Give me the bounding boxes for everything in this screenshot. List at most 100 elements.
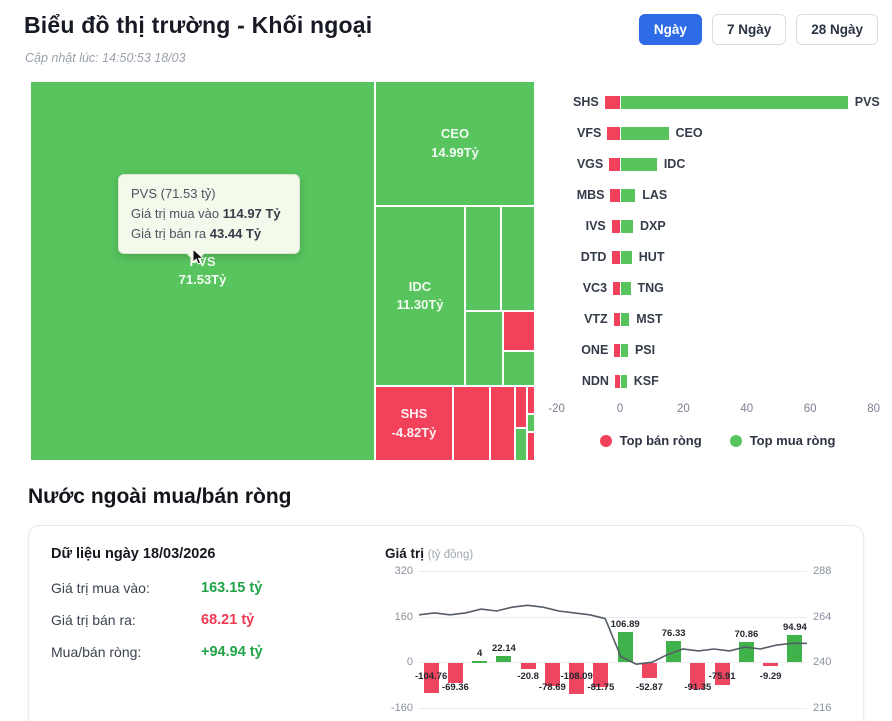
treemap-block-pvs[interactable]: PVS 71.53Tỷ bbox=[30, 81, 375, 461]
treemap-block[interactable] bbox=[527, 414, 535, 432]
value-bar-label: -91.35 bbox=[684, 682, 712, 694]
seller-ticker: VGS bbox=[576, 157, 604, 171]
treemap-block[interactable] bbox=[465, 206, 501, 311]
value-bar[interactable] bbox=[520, 663, 536, 670]
index-line bbox=[418, 604, 807, 666]
value-bar[interactable] bbox=[593, 663, 609, 687]
sell-bar[interactable] bbox=[612, 251, 620, 264]
daily-stats: Dữ liệu ngày 18/03/2026 Giá trị mua vào:… bbox=[51, 546, 351, 719]
legend-item[interactable]: Top bán ròng bbox=[599, 433, 702, 448]
value-bar-label: 4 bbox=[476, 648, 483, 660]
buy-bar[interactable] bbox=[621, 96, 848, 109]
value-bar-label: 70.86 bbox=[734, 629, 759, 641]
value-bar[interactable] bbox=[544, 663, 560, 686]
treemap-block[interactable] bbox=[515, 386, 527, 428]
sell-bar[interactable] bbox=[613, 282, 620, 295]
buyer-ticker: LAS bbox=[642, 188, 668, 202]
legend-dot-icon bbox=[599, 434, 612, 447]
stat-row: Giá trị bán ra: 68.21 tỷ bbox=[51, 612, 351, 628]
gridline bbox=[419, 708, 807, 709]
buy-bar[interactable] bbox=[621, 375, 627, 388]
mouse-cursor-icon bbox=[192, 249, 205, 265]
buyer-ticker: TNG bbox=[637, 281, 664, 295]
stat-value: +94.94 tỷ bbox=[201, 644, 263, 660]
ytick-left: 320 bbox=[394, 565, 413, 577]
value-bar[interactable] bbox=[641, 663, 657, 679]
treemap-block[interactable] bbox=[490, 386, 515, 461]
sell-bar[interactable] bbox=[610, 189, 620, 202]
sell-bar[interactable] bbox=[611, 220, 620, 233]
seller-ticker: IVS bbox=[585, 219, 606, 233]
buy-bar[interactable] bbox=[621, 127, 669, 140]
legend-item[interactable]: Top mua ròng bbox=[729, 433, 835, 448]
stat-label: Mua/bán ròng: bbox=[51, 644, 142, 660]
section-title-foreign-net: Nước ngoài mua/bán ròng bbox=[28, 485, 292, 508]
treemap-block[interactable] bbox=[453, 386, 490, 461]
buy-bar[interactable] bbox=[621, 282, 631, 295]
value-bar[interactable] bbox=[496, 656, 512, 663]
buy-bar[interactable] bbox=[621, 158, 657, 171]
treemap-block-label: PVS 71.53Tỷ bbox=[178, 253, 227, 287]
tooltip-buy-row: Giá trị mua vào 114.97 Tỷ bbox=[131, 206, 281, 222]
value-bar[interactable] bbox=[787, 635, 803, 663]
buyer-ticker: PVS bbox=[854, 95, 880, 109]
axis-tick: 20 bbox=[676, 403, 690, 415]
sell-bar[interactable] bbox=[604, 96, 620, 109]
seller-ticker: SHS bbox=[573, 95, 599, 109]
axis-tick: -20 bbox=[548, 403, 565, 415]
buy-bar[interactable] bbox=[621, 189, 636, 202]
value-bar[interactable] bbox=[714, 663, 730, 685]
daily-net-card: Dữ liệu ngày 18/03/2026 Giá trị mua vào:… bbox=[28, 525, 864, 721]
seller-ticker: VTZ bbox=[584, 312, 608, 326]
value-chart-unit: (tỷ đồng) bbox=[427, 549, 474, 561]
value-bar[interactable] bbox=[423, 663, 439, 694]
value-bar-label: -52.87 bbox=[635, 682, 663, 694]
value-plot: -104.76 -69.36 4 22.14 -20.8 -78.69 -108.09 -81… bbox=[415, 571, 807, 709]
sell-bar[interactable] bbox=[614, 375, 620, 388]
treemap-block[interactable] bbox=[527, 386, 535, 414]
range-button-7-days[interactable]: 7 Ngày bbox=[711, 14, 787, 45]
treemap-block-shs[interactable]: SHS -4.82Tỷ bbox=[375, 386, 453, 461]
tooltip-title: PVS (71.53 tỷ) bbox=[131, 186, 216, 201]
range-button-28-days[interactable]: 28 Ngày bbox=[796, 14, 878, 45]
value-bar-label: -78.69 bbox=[538, 682, 566, 694]
value-bar[interactable] bbox=[690, 663, 706, 690]
treemap-block-label: SHS -4.82Tỷ bbox=[391, 406, 437, 440]
ytick-left: 0 bbox=[406, 656, 413, 669]
value-bar[interactable] bbox=[763, 663, 779, 666]
value-bar[interactable] bbox=[569, 663, 585, 695]
treemap-block[interactable] bbox=[503, 351, 535, 386]
buyer-ticker: HUT bbox=[638, 250, 665, 264]
net-flow-row: VGS IDC bbox=[543, 149, 892, 180]
buy-bar[interactable] bbox=[621, 313, 630, 326]
value-bar-label: 22.14 bbox=[491, 643, 516, 654]
buy-bar[interactable] bbox=[621, 344, 628, 357]
value-bar-label: -108.09 bbox=[560, 671, 593, 683]
axis-tick: 60 bbox=[803, 403, 817, 415]
legend-dot-icon bbox=[729, 434, 742, 447]
sell-bar[interactable] bbox=[613, 313, 620, 326]
treemap-block[interactable] bbox=[501, 206, 535, 311]
net-flow-row: ONE PSI bbox=[543, 335, 892, 366]
sell-bar[interactable] bbox=[609, 158, 620, 171]
value-bar[interactable] bbox=[447, 663, 463, 684]
net-flow-row: VC3 TNG bbox=[543, 273, 892, 304]
value-bar[interactable] bbox=[472, 661, 488, 663]
top-charts-row: SHS -4.82Tỷ IDC 11.30Tỷ CEO 14.99Tỷ PVS 71.53Tỷ… bbox=[30, 81, 892, 461]
sell-bar[interactable] bbox=[614, 344, 620, 357]
treemap-block[interactable] bbox=[527, 432, 535, 461]
treemap-block[interactable] bbox=[503, 311, 535, 351]
value-bar[interactable] bbox=[666, 640, 682, 663]
treemap-block[interactable] bbox=[465, 311, 503, 386]
treemap-block[interactable] bbox=[515, 428, 527, 461]
stat-row: Mua/bán ròng: +94.94 tỷ bbox=[51, 644, 351, 660]
ytick-left: -160 bbox=[390, 702, 413, 714]
treemap-block-ceo[interactable]: CEO 14.99Tỷ bbox=[375, 81, 535, 206]
range-button-day[interactable]: Ngày bbox=[638, 14, 702, 45]
treemap-block-idc[interactable]: IDC 11.30Tỷ bbox=[375, 206, 465, 386]
buy-bar[interactable] bbox=[621, 251, 632, 264]
value-bar[interactable] bbox=[617, 631, 633, 663]
buy-bar[interactable] bbox=[621, 220, 634, 233]
sell-bar[interactable] bbox=[607, 127, 620, 140]
value-bar-label: 76.33 bbox=[661, 627, 686, 639]
